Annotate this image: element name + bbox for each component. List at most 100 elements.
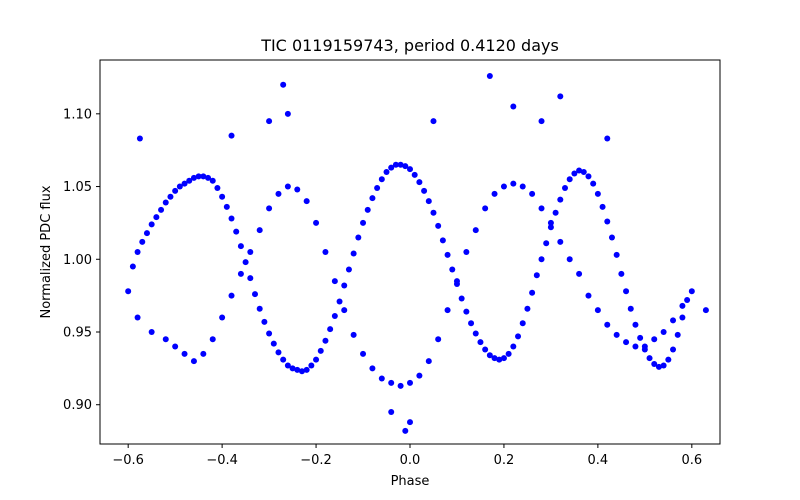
data-point: [322, 337, 329, 344]
data-point: [388, 379, 395, 386]
data-point: [153, 214, 160, 221]
data-point: [162, 336, 169, 343]
data-point: [397, 382, 404, 389]
data-point: [364, 206, 371, 213]
data-point: [444, 307, 451, 314]
data-point: [655, 363, 662, 370]
data-point: [280, 356, 287, 363]
x-axis-ticks: −0.6 −0.4 −0.2 0.0 0.2 0.4 0.6: [112, 444, 702, 468]
data-point: [242, 259, 249, 266]
data-point: [369, 365, 376, 372]
data-point: [604, 218, 611, 225]
data-point: [439, 237, 446, 244]
data-point: [148, 329, 155, 335]
data-point: [317, 347, 324, 354]
data-point: [463, 249, 470, 255]
data-point: [425, 358, 432, 365]
data-point: [256, 227, 263, 234]
data-point: [228, 215, 235, 222]
x-tick-label: −0.6: [112, 453, 144, 468]
data-point: [266, 330, 273, 337]
data-point: [355, 234, 362, 241]
data-point: [407, 166, 413, 173]
data-point: [233, 228, 240, 235]
data-point: [547, 224, 554, 231]
data-point: [449, 266, 456, 273]
data-point: [407, 379, 413, 386]
data-point: [608, 234, 615, 241]
data-point: [538, 118, 545, 125]
data-point: [148, 221, 155, 228]
data-point: [374, 185, 381, 191]
data-point: [500, 355, 507, 362]
data-point: [444, 251, 451, 258]
data-point: [158, 206, 165, 213]
y-tick-label: 1.10: [63, 107, 92, 122]
data-point: [228, 132, 235, 139]
data-point: [529, 289, 536, 296]
data-point: [167, 193, 174, 200]
data-point: [557, 93, 564, 100]
data-point: [529, 190, 536, 197]
data-point: [176, 183, 183, 190]
data-point: [402, 163, 409, 170]
data-point: [562, 185, 568, 191]
chart-title: TIC 0119159743, period 0.4120 days: [260, 36, 559, 55]
x-tick-label: −0.4: [206, 453, 238, 468]
data-point: [136, 135, 143, 142]
data-point: [665, 356, 672, 363]
data-point: [524, 305, 531, 312]
data-point: [190, 174, 197, 181]
data-point: [557, 196, 564, 203]
data-point: [223, 203, 230, 210]
data-point: [219, 193, 226, 200]
data-point: [162, 199, 169, 206]
data-point: [425, 198, 432, 205]
data-point: [331, 313, 338, 319]
data-point: [623, 339, 630, 346]
data-point: [463, 308, 470, 315]
data-point: [125, 288, 132, 295]
data-point: [590, 180, 597, 187]
data-point: [547, 219, 554, 226]
data-point: [637, 334, 644, 341]
data-point: [599, 203, 606, 210]
data-point: [613, 331, 620, 338]
data-point: [623, 288, 630, 295]
data-point: [641, 343, 648, 350]
data-point: [397, 161, 404, 168]
data-point: [679, 302, 686, 309]
data-point: [369, 195, 376, 202]
data-point: [674, 331, 681, 338]
data-point: [566, 256, 573, 263]
data-point: [482, 346, 489, 353]
data-point: [580, 169, 587, 175]
data-point: [247, 249, 254, 255]
data-point: [468, 320, 475, 327]
data-point: [510, 103, 517, 110]
data-point: [256, 305, 263, 312]
data-point: [294, 366, 301, 373]
data-point: [510, 180, 517, 187]
data-point: [538, 205, 545, 212]
data-point: [383, 169, 390, 175]
data-point: [679, 314, 686, 321]
data-point: [237, 243, 244, 250]
data-point: [303, 366, 310, 373]
x-tick-label: 0.4: [588, 453, 609, 468]
data-point: [576, 167, 583, 174]
data-point: [341, 282, 348, 289]
data-point: [594, 307, 601, 314]
data-point: [303, 198, 310, 205]
data-point: [407, 419, 413, 426]
data-point: [327, 326, 334, 333]
data-point: [472, 227, 479, 234]
data-point: [430, 209, 437, 216]
data-point: [350, 331, 357, 338]
data-point: [181, 180, 188, 187]
data-point: [200, 173, 207, 180]
data-point: [190, 358, 197, 365]
data-point: [566, 176, 573, 183]
x-tick-label: 0.6: [681, 453, 702, 468]
